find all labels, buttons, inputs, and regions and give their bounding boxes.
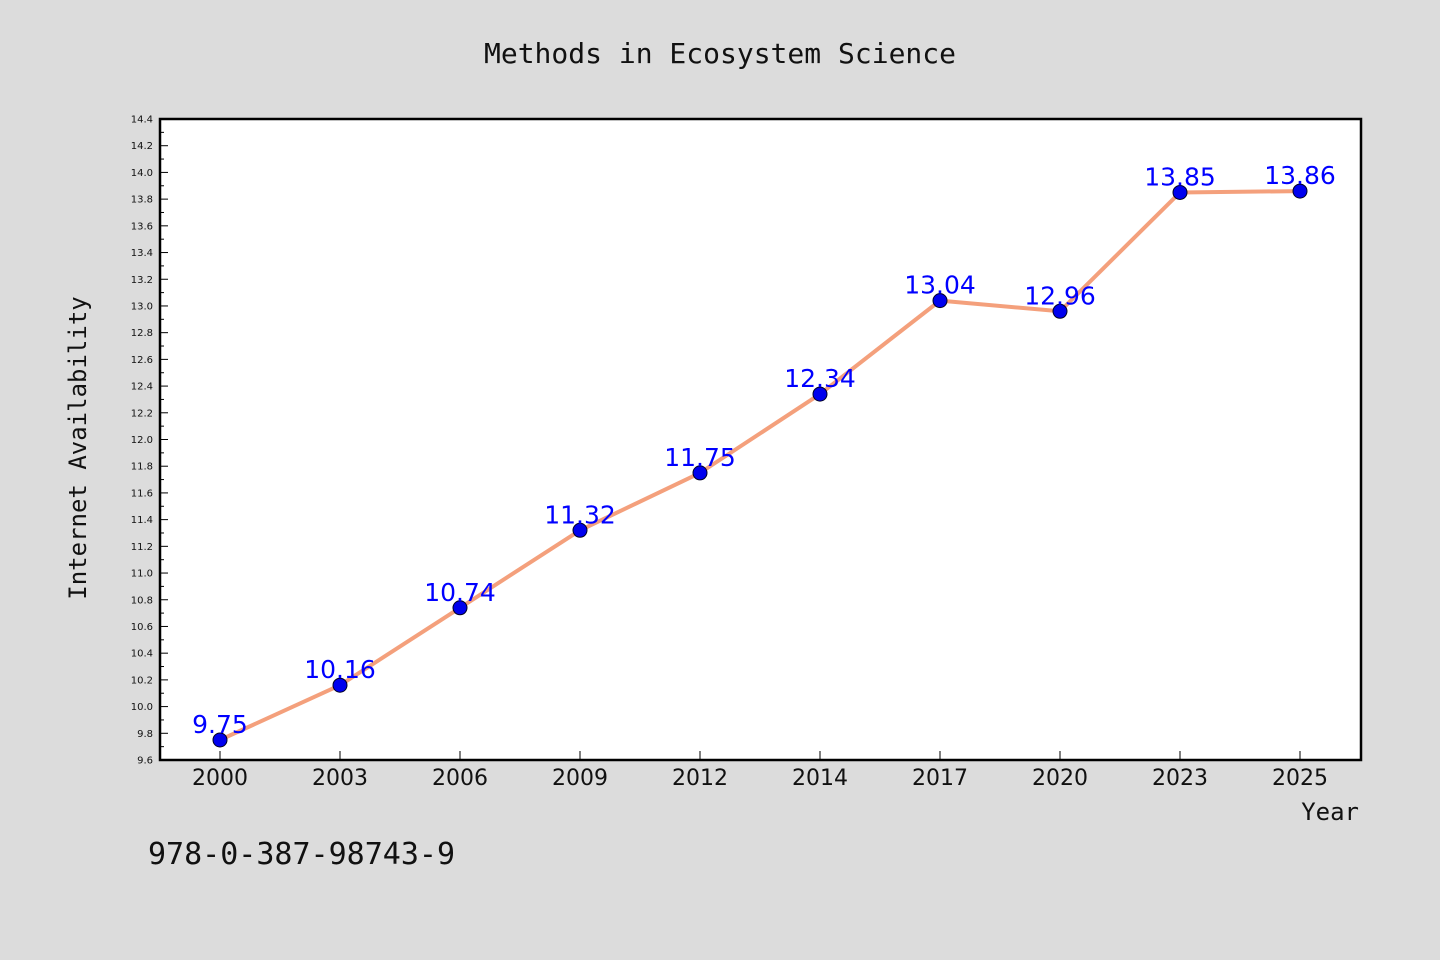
y-tick-label: 10.8 bbox=[131, 595, 153, 606]
y-tick-label: 13.0 bbox=[131, 301, 153, 312]
y-tick-label: 10.6 bbox=[131, 622, 153, 633]
data-point bbox=[1292, 183, 1308, 199]
data-label: 9.75 bbox=[192, 710, 248, 739]
axis-ticks bbox=[160, 118, 1301, 761]
x-tick-label: 2017 bbox=[912, 766, 968, 791]
y-tick-label: 11.6 bbox=[131, 488, 153, 499]
data-label: 13.04 bbox=[904, 271, 976, 300]
data-point bbox=[212, 732, 228, 748]
y-tick-label: 9.6 bbox=[137, 756, 153, 767]
data-point bbox=[332, 677, 348, 693]
chart-title: Methods in Ecosystem Science bbox=[484, 37, 956, 70]
data-label: 12.34 bbox=[784, 364, 856, 393]
data-label: 13.86 bbox=[1264, 161, 1336, 190]
y-tick-label: 10.4 bbox=[131, 649, 153, 660]
data-label: 12.96 bbox=[1024, 281, 1096, 310]
x-tick-label: 2003 bbox=[312, 766, 368, 791]
x-tick-labels: 2000 2003 2006 2009 2012 2014 2017 2020 2023 2025 bbox=[192, 766, 1328, 791]
y-tick-labels: 9.6 9.8 10.0 10.2 10.4 10.6 10.8 11.0 11.2 11.4 11… bbox=[131, 115, 153, 767]
y-tick-label: 11.8 bbox=[131, 462, 153, 473]
data-point bbox=[692, 465, 708, 481]
y-tick-label: 14.0 bbox=[131, 168, 153, 179]
data-point bbox=[1172, 184, 1188, 200]
y-tick-label: 9.8 bbox=[137, 729, 153, 740]
data-labels: 9.75 10.16 10.74 11.32 11.75 12.34 13.04 12.96 1… bbox=[192, 161, 1336, 739]
y-tick-label: 13.4 bbox=[131, 248, 153, 259]
y-tick-label: 13.8 bbox=[131, 195, 153, 206]
y-tick-label: 11.0 bbox=[131, 569, 153, 580]
plot-frame bbox=[158, 117, 1363, 762]
data-point bbox=[572, 522, 588, 538]
x-tick-label: 2012 bbox=[672, 766, 728, 791]
plot-area bbox=[160, 119, 1361, 760]
y-tick-label: 13.6 bbox=[131, 221, 153, 232]
y-tick-label: 12.0 bbox=[131, 435, 153, 446]
y-tick-label: 12.6 bbox=[131, 355, 153, 366]
y-tick-label: 13.2 bbox=[131, 275, 153, 286]
data-label: 13.85 bbox=[1144, 162, 1216, 191]
y-tick-label: 11.4 bbox=[131, 515, 153, 526]
data-label: 11.75 bbox=[664, 443, 736, 472]
x-tick-label: 2006 bbox=[432, 766, 488, 791]
x-tick-label: 2000 bbox=[192, 766, 248, 791]
data-label: 10.16 bbox=[304, 655, 376, 684]
x-tick-label: 2014 bbox=[792, 766, 848, 791]
y-tick-label: 14.4 bbox=[131, 115, 153, 126]
x-tick-label: 2009 bbox=[552, 766, 608, 791]
x-tick-label: 2023 bbox=[1152, 766, 1208, 791]
y-tick-label: 11.2 bbox=[131, 542, 153, 553]
y-tick-label: 14.2 bbox=[131, 141, 153, 152]
y-tick-label: 12.2 bbox=[131, 408, 153, 419]
y-tick-label: 12.8 bbox=[131, 328, 153, 339]
data-point bbox=[452, 600, 468, 616]
data-point bbox=[932, 293, 948, 309]
data-label: 10.74 bbox=[424, 578, 496, 607]
x-tick-label: 2020 bbox=[1032, 766, 1088, 791]
series-markers bbox=[212, 183, 1308, 748]
y-tick-label: 10.2 bbox=[131, 675, 153, 686]
data-label: 11.32 bbox=[544, 500, 616, 529]
isbn-footer: 978-0-387-98743-9 bbox=[148, 837, 455, 872]
series-line bbox=[219, 189, 1301, 742]
y-tick-label: 12.4 bbox=[131, 382, 153, 393]
x-axis-title: Year bbox=[1301, 798, 1359, 826]
x-tick-label: 2025 bbox=[1272, 766, 1328, 791]
data-point bbox=[1052, 303, 1068, 319]
data-point bbox=[812, 386, 828, 402]
y-axis-title: Internet Availability bbox=[64, 296, 92, 599]
y-tick-label: 10.0 bbox=[131, 702, 153, 713]
